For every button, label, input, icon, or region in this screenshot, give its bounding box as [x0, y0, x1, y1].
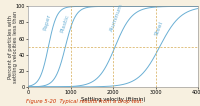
- X-axis label: Settling velocity (ft/min): Settling velocity (ft/min): [81, 96, 145, 102]
- Text: Steel: Steel: [154, 20, 164, 36]
- Text: Paper: Paper: [43, 13, 52, 31]
- Text: Figure 5-20  Typical results from a drop test.: Figure 5-20 Typical results from a drop …: [26, 99, 143, 104]
- Text: Plastic: Plastic: [60, 14, 71, 34]
- Text: Aluminum: Aluminum: [109, 2, 124, 32]
- Text: Percent of particles with
settling velocities less than: Percent of particles with settling veloc…: [8, 10, 18, 83]
